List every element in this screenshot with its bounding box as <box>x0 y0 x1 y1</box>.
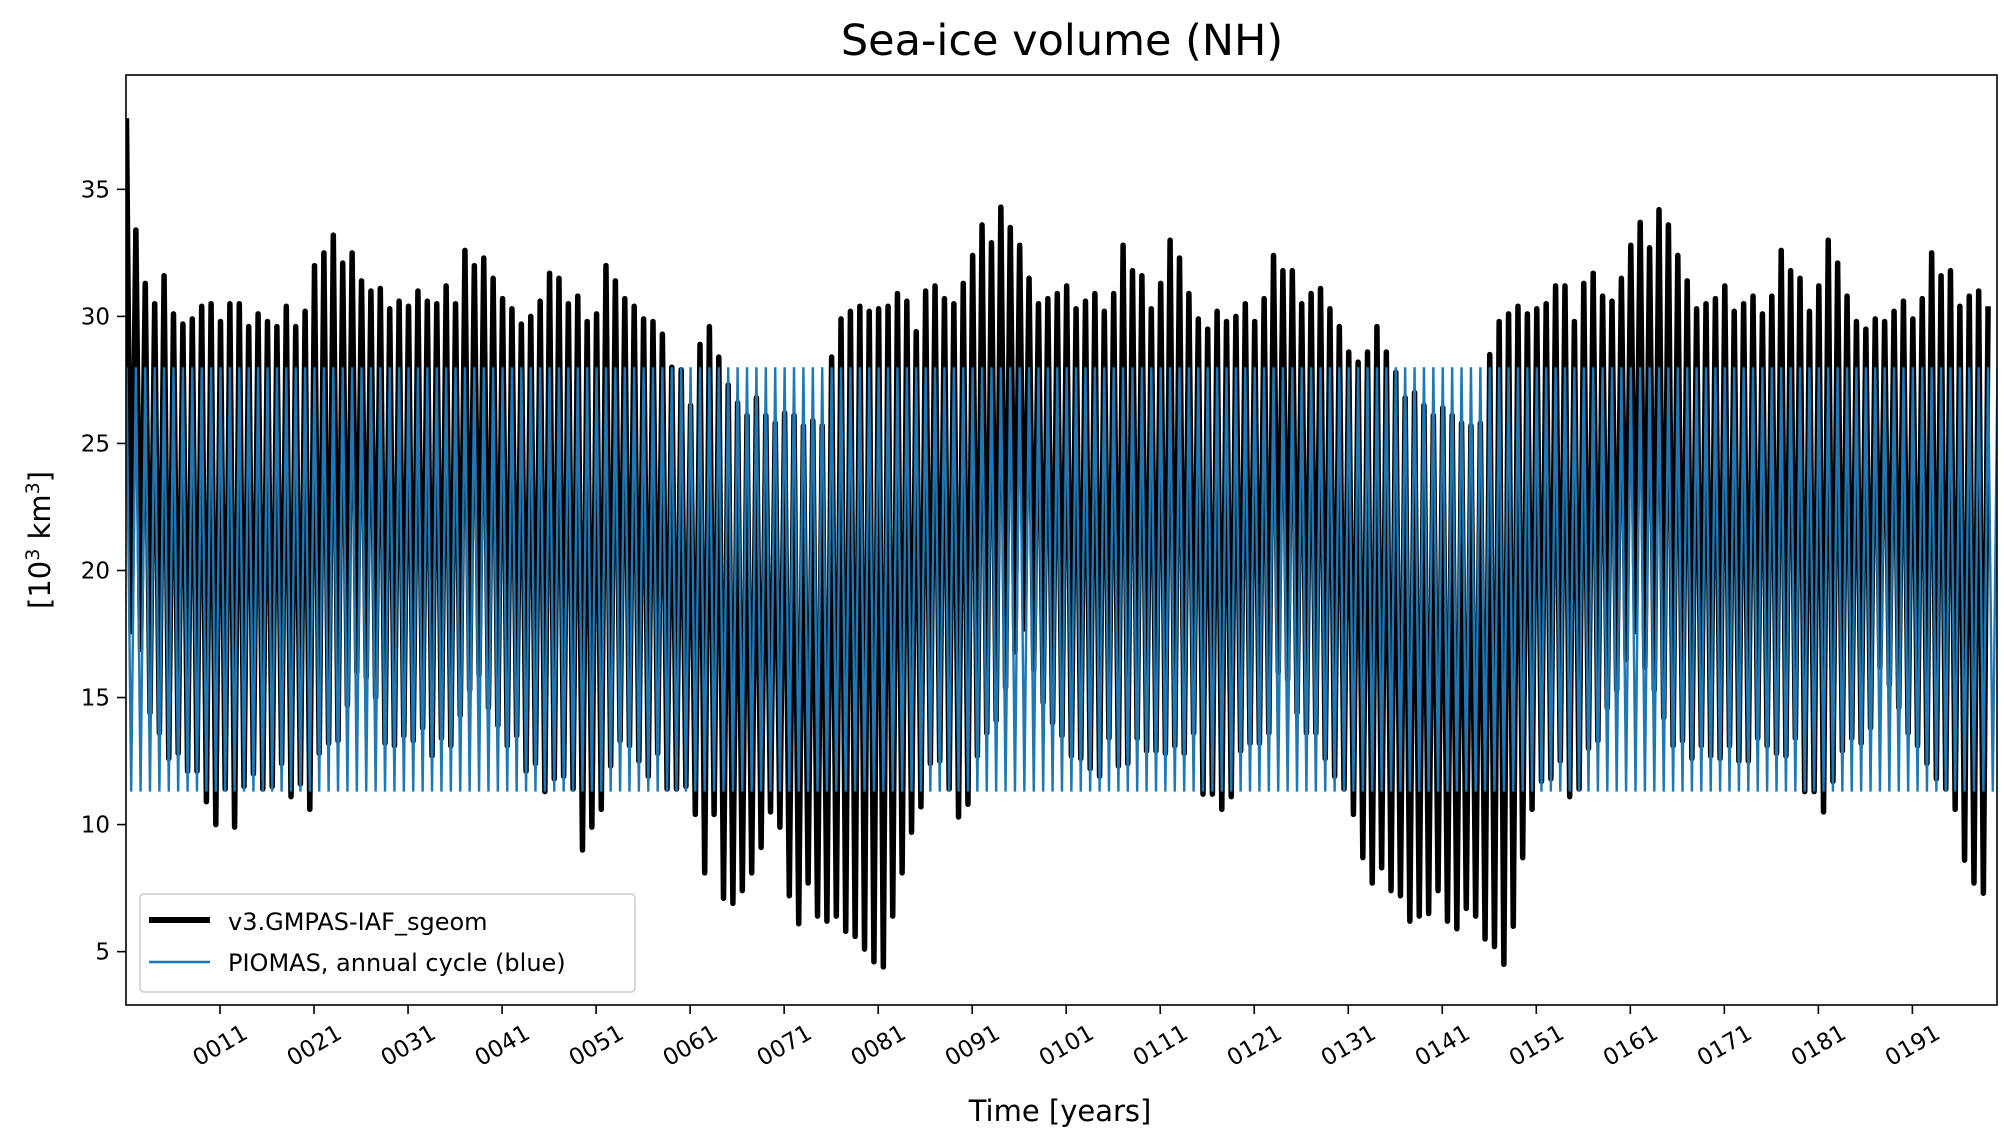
y-tick-label: 15 <box>81 686 110 712</box>
series-piomas-path <box>126 367 1997 792</box>
x-tick-label: 0041 <box>471 1020 535 1072</box>
legend-box <box>139 893 636 993</box>
x-tick-label: 0031 <box>377 1020 441 1072</box>
x-tick-label: 0011 <box>189 1020 253 1072</box>
y-tick-label: 30 <box>81 304 110 330</box>
x-tick-label: 0091 <box>941 1020 1005 1072</box>
series-v3-gmpas-line <box>126 118 1991 970</box>
x-axis: 0011 0021 0031 0041 0051 0061 0071 0081 0091 0101… <box>189 1005 1945 1072</box>
y-axis: 5 10 15 20 25 30 35 <box>81 177 126 966</box>
legend-label-v3-gmpas: v3.GMPAS-IAF_sgeom <box>228 908 488 936</box>
y-tick-label: 5 <box>95 940 110 966</box>
x-axis-label: Time [years] <box>968 1094 1152 1128</box>
x-tick-label: 0151 <box>1505 1020 1569 1072</box>
x-tick-label: 0021 <box>283 1020 347 1072</box>
y-tick-label: 25 <box>81 431 110 457</box>
chart-title: Sea-ice volume (NH) <box>841 16 1283 66</box>
legend: v3.GMPAS-IAF_sgeom PIOMAS, annual cycle … <box>139 893 636 993</box>
x-tick-label: 0051 <box>565 1020 629 1072</box>
x-tick-label: 0171 <box>1693 1020 1757 1072</box>
x-tick-label: 0181 <box>1787 1020 1851 1072</box>
y-axis-label: [103 km3] <box>22 471 57 609</box>
x-tick-label: 0131 <box>1317 1020 1381 1072</box>
x-tick-label: 0061 <box>659 1020 723 1072</box>
x-tick-label: 0081 <box>847 1020 911 1072</box>
x-tick-label: 0111 <box>1129 1020 1193 1072</box>
x-tick-label: 0161 <box>1599 1020 1663 1072</box>
series-piomas-line <box>126 367 1997 792</box>
x-tick-label: 0101 <box>1035 1020 1099 1072</box>
plot-frame <box>125 74 1998 1006</box>
x-tick-label: 0141 <box>1411 1020 1475 1072</box>
legend-label-piomas: PIOMAS, annual cycle (blue) <box>228 949 566 977</box>
x-tick-label: 0071 <box>753 1020 817 1072</box>
x-tick-label: 0121 <box>1223 1020 1287 1072</box>
y-tick-label: 35 <box>81 177 110 203</box>
y-tick-label: 10 <box>81 813 110 839</box>
series-v3-gmpas-path <box>126 118 1991 970</box>
y-tick-label: 20 <box>81 558 110 584</box>
plot-area <box>126 118 1997 970</box>
x-tick-label: 0191 <box>1881 1020 1945 1072</box>
